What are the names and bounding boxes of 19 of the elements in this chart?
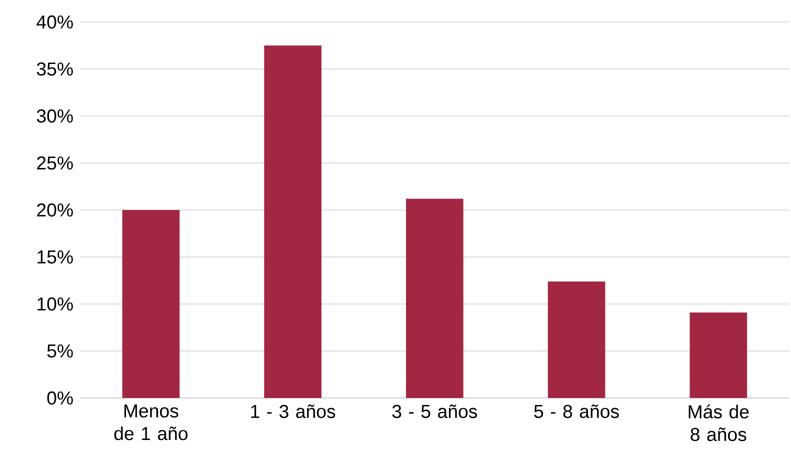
x-tick-label: 3 - 5 años bbox=[392, 404, 478, 418]
x-tick-label: Menos de 1 año bbox=[114, 404, 188, 440]
y-tick-label: 20% bbox=[37, 203, 73, 217]
y-tick-label: 10% bbox=[38, 297, 73, 311]
bar bbox=[122, 210, 180, 398]
y-tick-label: 0% bbox=[47, 391, 73, 405]
y-tick-label: 15% bbox=[38, 250, 73, 264]
y-tick-label: 25% bbox=[37, 156, 73, 170]
y-tick-label: 30% bbox=[36, 109, 73, 123]
bar bbox=[548, 281, 606, 398]
bar bbox=[406, 198, 464, 398]
x-tick-label: 1 - 3 años bbox=[251, 404, 336, 418]
bar bbox=[690, 312, 748, 398]
y-tick-label: 35% bbox=[36, 62, 73, 76]
y-tick-label: 5% bbox=[47, 344, 73, 358]
x-tick-label: Más de 8 años bbox=[688, 404, 749, 442]
x-tick-label: 5 - 8 años bbox=[534, 404, 619, 418]
y-tick-label: 40% bbox=[36, 15, 73, 29]
bar bbox=[264, 46, 322, 398]
